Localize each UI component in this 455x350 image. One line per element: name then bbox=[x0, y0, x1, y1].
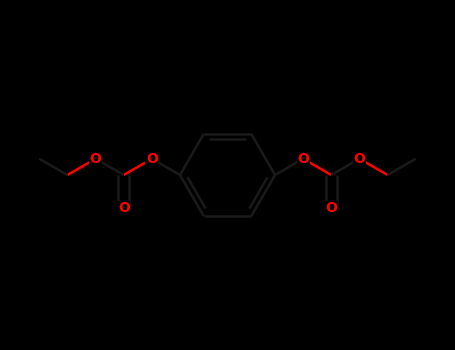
Text: O: O bbox=[90, 152, 101, 166]
Text: O: O bbox=[325, 201, 337, 215]
Text: O: O bbox=[146, 152, 158, 166]
Text: O: O bbox=[297, 152, 309, 166]
Text: O: O bbox=[118, 201, 130, 215]
Text: O: O bbox=[354, 152, 365, 166]
